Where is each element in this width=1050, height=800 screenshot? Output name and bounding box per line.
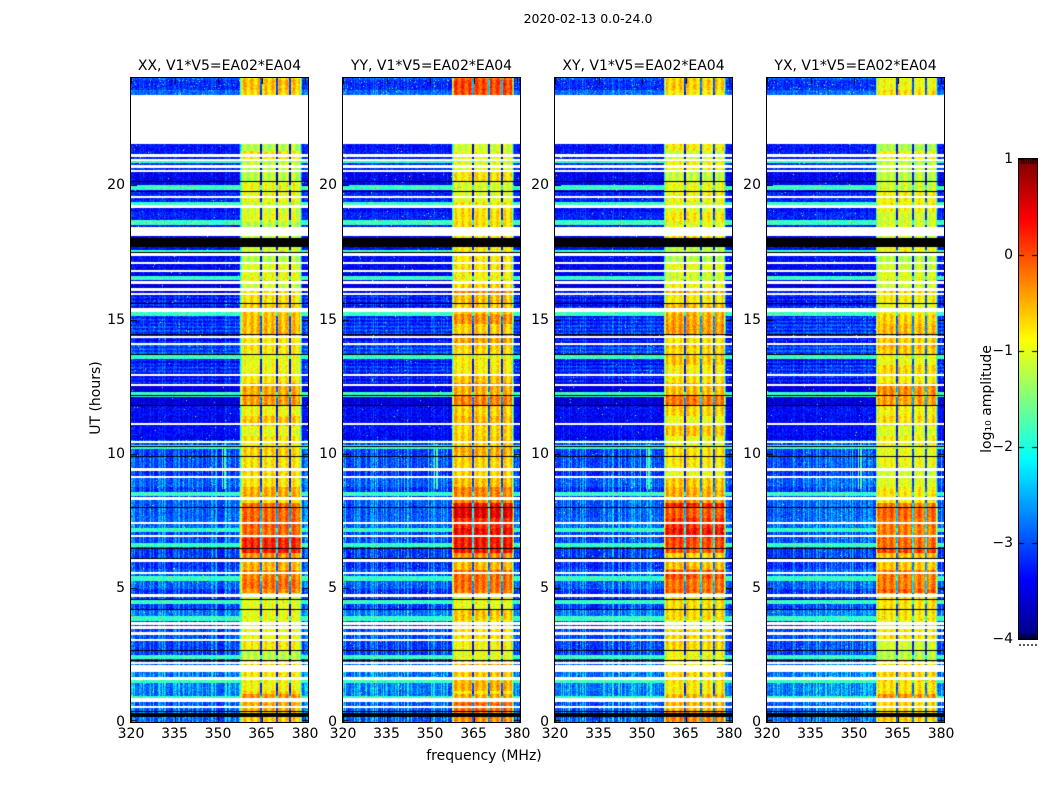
x-tick-label: 380 bbox=[715, 726, 743, 742]
y-tick-label: 10 bbox=[107, 445, 125, 462]
panel-title-yy: YY, V1*V5=EA02*EA04 bbox=[350, 58, 513, 74]
x-axis-label: frequency (MHz) bbox=[426, 748, 542, 764]
colorbar-tick-label: −2 bbox=[992, 439, 1013, 455]
x-tick-label: 350 bbox=[628, 726, 656, 742]
x-tick-label: 380 bbox=[291, 726, 319, 742]
panel-title-yx: YX, V1*V5=EA02*EA04 bbox=[774, 58, 937, 74]
y-tick-label: 10 bbox=[319, 445, 337, 462]
colorbar-tick-label: −1 bbox=[992, 343, 1013, 359]
panel-axes-xx bbox=[130, 77, 309, 723]
y-tick-label: 5 bbox=[540, 579, 549, 596]
x-tick-label: 335 bbox=[585, 726, 612, 742]
x-tick-label: 335 bbox=[373, 726, 400, 742]
x-tick-label: 380 bbox=[927, 726, 955, 742]
panel-axes-xy bbox=[554, 77, 733, 723]
x-tick-label: 350 bbox=[204, 726, 232, 742]
spectrogram-canvas-yy bbox=[343, 78, 520, 722]
y-tick-label: 20 bbox=[743, 177, 761, 194]
x-tick-label: 380 bbox=[503, 726, 531, 742]
colorbar-tick-label: −4 bbox=[992, 631, 1013, 647]
y-tick-label: 15 bbox=[531, 311, 549, 328]
x-tick-label: 320 bbox=[329, 726, 357, 742]
x-tick-label: 365 bbox=[884, 726, 911, 742]
spectrogram-canvas-yx bbox=[767, 78, 944, 722]
spectrogram-canvas-xy bbox=[555, 78, 732, 722]
y-tick-label: 5 bbox=[116, 579, 125, 596]
colorbar-tick-label: 0 bbox=[1004, 247, 1013, 263]
colorbar-gradient bbox=[1019, 159, 1037, 639]
x-tick-label: 365 bbox=[248, 726, 275, 742]
x-tick-label: 335 bbox=[161, 726, 188, 742]
y-tick-label: 5 bbox=[752, 579, 761, 596]
colorbar-minor-dots bbox=[1019, 644, 1037, 646]
panel-title-xy: XY, V1*V5=EA02*EA04 bbox=[562, 58, 725, 74]
figure-title: 2020-02-13 0.0-24.0 bbox=[523, 11, 653, 26]
colorbar-axes bbox=[1018, 158, 1038, 640]
panel-axes-yx bbox=[766, 77, 945, 723]
x-tick-label: 350 bbox=[416, 726, 444, 742]
spectrogram-canvas-xx bbox=[131, 78, 308, 722]
colorbar-tick-label: 1 bbox=[1004, 151, 1013, 167]
y-tick-label: 20 bbox=[531, 177, 549, 194]
y-tick-label: 20 bbox=[107, 177, 125, 194]
x-tick-label: 350 bbox=[840, 726, 868, 742]
y-tick-label: 5 bbox=[328, 579, 337, 596]
x-tick-label: 320 bbox=[753, 726, 781, 742]
y-tick-label: 20 bbox=[319, 177, 337, 194]
panel-axes-yy bbox=[342, 77, 521, 723]
y-axis-label: UT (hours) bbox=[88, 361, 104, 435]
x-tick-label: 365 bbox=[460, 726, 487, 742]
y-tick-label: 15 bbox=[743, 311, 761, 328]
panel-title-xx: XX, V1*V5=EA02*EA04 bbox=[137, 58, 302, 74]
y-tick-label: 10 bbox=[531, 445, 549, 462]
y-tick-label: 10 bbox=[743, 445, 761, 462]
x-tick-label: 335 bbox=[797, 726, 824, 742]
x-tick-label: 320 bbox=[541, 726, 569, 742]
colorbar-label: log₁₀ amplitude bbox=[979, 345, 995, 453]
y-tick-label: 0 bbox=[540, 714, 549, 730]
x-tick-label: 320 bbox=[117, 726, 145, 742]
y-tick-label: 0 bbox=[752, 714, 761, 730]
y-tick-label: 0 bbox=[328, 714, 337, 730]
y-tick-label: 15 bbox=[319, 311, 337, 328]
x-tick-label: 365 bbox=[672, 726, 699, 742]
colorbar-tick-label: −3 bbox=[992, 535, 1013, 551]
y-tick-label: 0 bbox=[116, 714, 125, 730]
y-tick-label: 15 bbox=[107, 311, 125, 328]
